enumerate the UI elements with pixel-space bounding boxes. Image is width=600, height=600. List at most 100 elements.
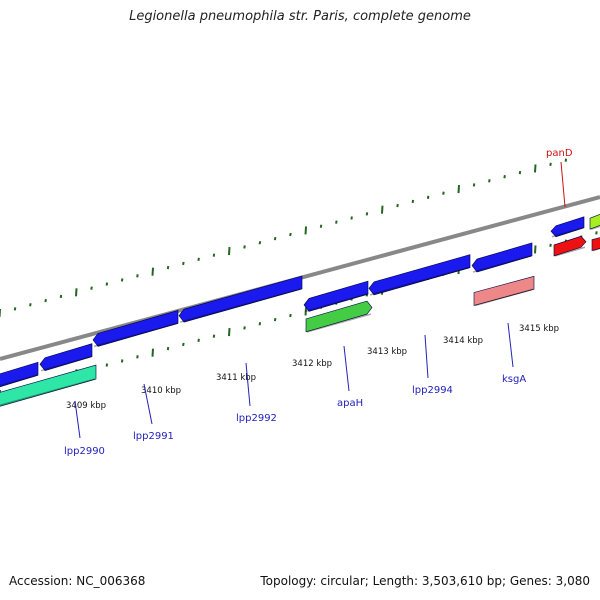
scale-tick — [136, 355, 139, 359]
feature-teal-lpp2990-shadow — [0, 378, 96, 407]
gene-label: apaH — [337, 398, 363, 409]
gene-label: lpp2994 — [412, 385, 453, 396]
scale-tick — [426, 195, 430, 199]
scale-tick — [166, 265, 170, 270]
scale-tick — [120, 359, 124, 363]
feature-teal-lpp2990 — [0, 364, 97, 407]
scale-tick — [365, 212, 369, 216]
feature-pink-ksgA — [473, 275, 535, 306]
scale-tick — [319, 224, 323, 228]
scale-tick — [549, 243, 552, 247]
feature-red-edge — [591, 237, 600, 252]
scale-tick — [258, 322, 262, 326]
scale-label: 3414 kbp — [443, 336, 483, 346]
feature-blue-2 — [92, 310, 179, 347]
feature-blue-6-shadow — [472, 255, 532, 273]
scale-tick — [411, 199, 415, 204]
scale-tick — [258, 241, 262, 245]
scale-label: 3413 kbp — [367, 347, 407, 357]
feature-blue-3-shadow — [179, 288, 302, 323]
scale-tick — [488, 179, 491, 183]
scale-tick — [228, 327, 231, 337]
gene-label: panD — [546, 148, 573, 159]
feature-blue-4 — [303, 280, 369, 312]
scale-label: 3409 kbp — [66, 401, 106, 411]
genome-title: Legionella pneumophila str. Paris, compl… — [129, 9, 471, 24]
scale-tick — [289, 313, 292, 318]
scale-tick — [396, 203, 399, 208]
scale-tick — [59, 294, 63, 299]
gene-label-leader — [507, 322, 514, 368]
scale-tick — [182, 261, 185, 266]
gene-label-leader — [424, 334, 429, 379]
scale-tick — [228, 246, 231, 256]
feature-blue-0 — [0, 361, 39, 388]
scale-tick — [182, 342, 185, 347]
scale-tick — [197, 257, 200, 261]
scale-tick — [534, 245, 537, 254]
feature-red-panD — [553, 235, 587, 257]
scale-tick — [29, 303, 32, 307]
feature-blue-2-shadow — [93, 322, 178, 348]
scale-tick — [304, 226, 307, 235]
scale-tick — [166, 346, 170, 351]
scale-tick — [564, 158, 568, 162]
scale-tick — [289, 232, 292, 237]
scale-tick — [503, 175, 506, 179]
scale-tick — [151, 348, 154, 357]
scale-tick — [151, 267, 154, 276]
feature-green-apaH-shadow — [306, 313, 372, 333]
scale-tick — [212, 334, 216, 338]
gene-label-leader — [343, 345, 350, 392]
scale-tick — [197, 338, 200, 342]
scale-label: 3410 kbp — [141, 386, 181, 396]
scale-tick — [105, 282, 109, 286]
scale-tick — [457, 185, 460, 194]
feature-blue-1 — [39, 343, 93, 372]
feature-pink-ksgA-shadow — [474, 288, 534, 307]
scale-label: 3412 kbp — [292, 359, 332, 369]
scale-tick — [472, 183, 476, 187]
feature-blue-4-shadow — [304, 293, 368, 313]
gene-label-leader — [560, 161, 566, 208]
feature-blue-6 — [471, 242, 533, 273]
feature-blue-1-shadow — [40, 355, 92, 372]
scale-tick — [534, 164, 537, 173]
scale-tick — [304, 307, 307, 316]
scale-tick — [120, 278, 124, 282]
scale-tick — [105, 363, 109, 367]
gene-label-leader — [74, 400, 81, 439]
scale-tick — [518, 170, 522, 175]
accession-label: Accession: NC_006368 — [9, 574, 146, 588]
scale-tick — [549, 162, 552, 166]
scale-tick — [90, 286, 93, 290]
scale-label: 3411 kbp — [216, 373, 256, 383]
feature-blue-7 — [550, 216, 585, 238]
topology-label: Topology: circular; Length: 3,503,610 bp… — [260, 574, 590, 588]
scale-tick — [243, 245, 246, 249]
scale-tick — [44, 298, 47, 303]
gene-label: lpp2991 — [133, 431, 174, 442]
scale-tick — [243, 326, 246, 330]
scale-label: 3415 kbp — [519, 324, 559, 334]
feature-blue-5-shadow — [369, 266, 470, 296]
feature-red-edge-shadow — [592, 247, 600, 252]
gene-label-leader — [143, 383, 153, 425]
feature-blue-7-shadow — [551, 227, 584, 238]
scale-tick — [335, 220, 338, 224]
feature-lime — [589, 213, 600, 230]
feature-green-apaH — [305, 300, 373, 333]
scale-tick — [350, 216, 353, 220]
feature-blue-0-shadow — [0, 374, 38, 387]
feature-red-panD-shadow — [554, 246, 586, 257]
feature-lime-shadow — [590, 225, 600, 230]
feature-blue-3 — [178, 275, 303, 323]
scale-tick — [442, 191, 445, 195]
outer-tick-row — [0, 158, 568, 318]
scale-tick — [595, 231, 598, 235]
scale-tick — [75, 288, 78, 297]
feature-blue-5 — [368, 254, 471, 296]
scale-tick — [381, 205, 384, 214]
gene-label-leader — [245, 362, 251, 407]
